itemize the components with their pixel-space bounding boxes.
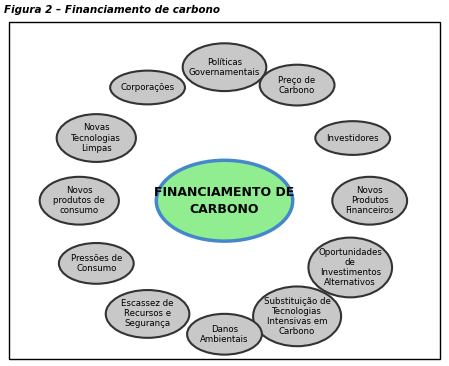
- Ellipse shape: [59, 243, 134, 284]
- Ellipse shape: [183, 43, 266, 91]
- Text: Políticas
Governamentais: Políticas Governamentais: [189, 58, 260, 77]
- Text: FINANCIAMENTO DE
CARBONO: FINANCIAMENTO DE CARBONO: [154, 186, 295, 216]
- Ellipse shape: [187, 314, 262, 355]
- Ellipse shape: [315, 121, 390, 155]
- Ellipse shape: [308, 238, 392, 297]
- Ellipse shape: [260, 65, 335, 105]
- Text: Substituição de
Tecnologias
Intensivas em
Carbono: Substituição de Tecnologias Intensivas e…: [264, 297, 330, 336]
- Text: Figura 2 – Financiamento de carbono: Figura 2 – Financiamento de carbono: [4, 5, 220, 15]
- Ellipse shape: [156, 160, 293, 241]
- Text: Novos
produtos de
consumo: Novos produtos de consumo: [53, 186, 105, 215]
- Text: Oportunidades
de
Investimentos
Alternativos: Oportunidades de Investimentos Alternati…: [318, 248, 382, 287]
- Text: Corporações: Corporações: [120, 83, 175, 92]
- Text: Novas
Tecnologias
Limpas: Novas Tecnologias Limpas: [71, 123, 121, 153]
- Text: Escassez de
Recursos e
Segurança: Escassez de Recursos e Segurança: [121, 299, 174, 329]
- Ellipse shape: [106, 290, 189, 338]
- Text: Investidores: Investidores: [326, 134, 379, 142]
- Ellipse shape: [332, 177, 407, 225]
- Ellipse shape: [110, 71, 185, 104]
- Text: Preço de
Carbono: Preço de Carbono: [278, 75, 316, 94]
- Ellipse shape: [40, 177, 119, 225]
- Ellipse shape: [253, 287, 341, 346]
- Text: Danos
Ambientais: Danos Ambientais: [200, 325, 249, 344]
- Text: Pressões de
Consumo: Pressões de Consumo: [70, 254, 122, 273]
- Ellipse shape: [57, 114, 136, 162]
- Text: Novos
Produtos
Financeiros: Novos Produtos Financeiros: [345, 186, 394, 215]
